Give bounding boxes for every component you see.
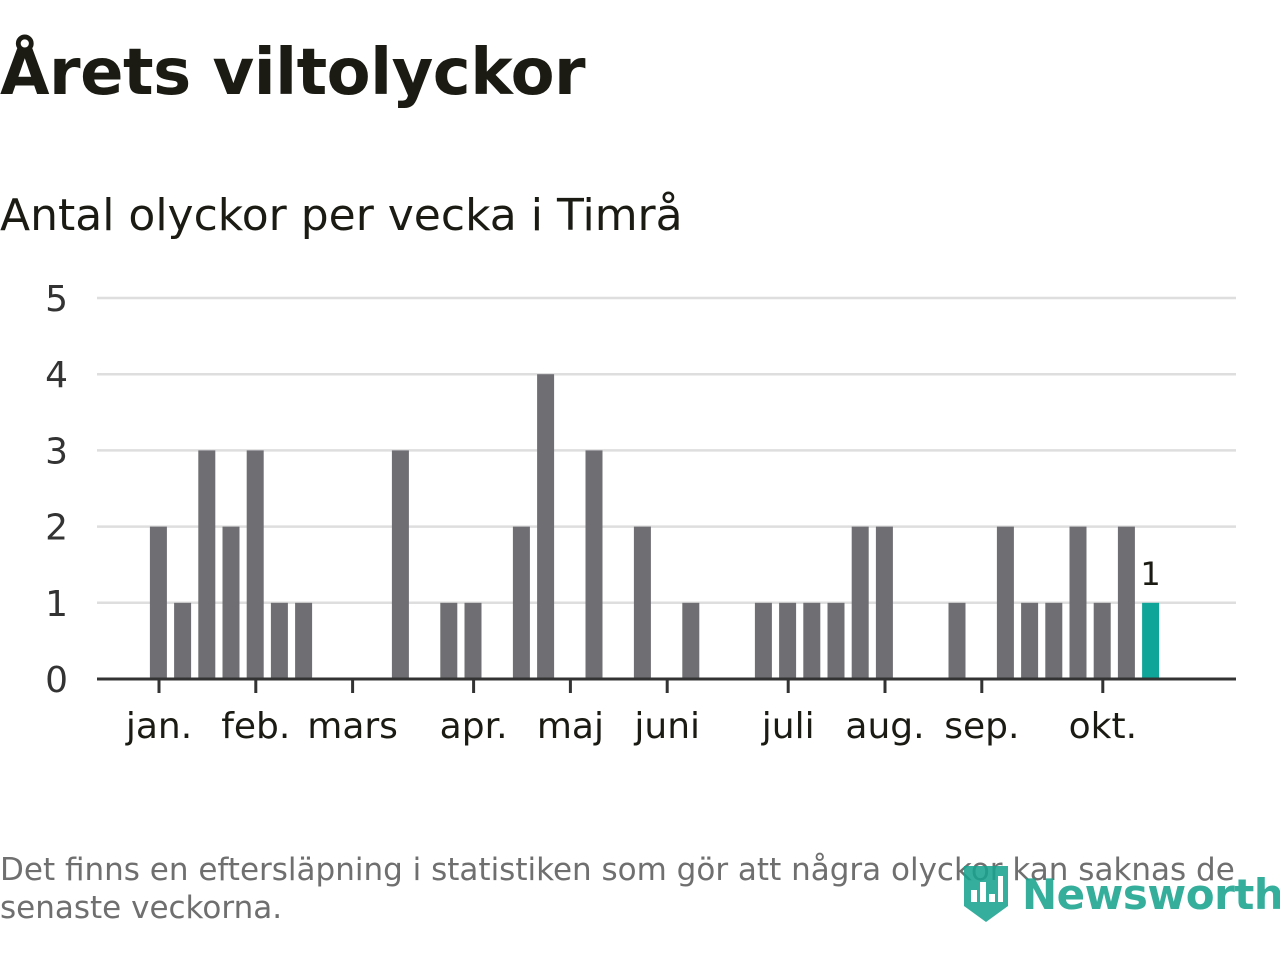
bar-week-41 bbox=[1069, 526, 1087, 679]
bar-week-5 bbox=[198, 450, 216, 679]
bar-week-9 bbox=[295, 602, 313, 679]
bar-week-13 bbox=[391, 450, 409, 679]
bar-highlight-week-44 bbox=[1142, 602, 1160, 679]
bar-week-42 bbox=[1093, 602, 1111, 679]
y-axis-ticks: 0 1 2 3 4 5 bbox=[45, 279, 68, 701]
data-label-highlight: 1 bbox=[1140, 555, 1160, 593]
bar-chart: 0 1 2 3 4 5 jan. feb. mars apr. maj juni juli aug. se… bbox=[45, 279, 1236, 747]
bars bbox=[149, 374, 1160, 679]
bar-week-3 bbox=[149, 526, 167, 679]
footnote: Det finns en eftersläpning i statistiken… bbox=[0, 852, 1235, 926]
x-tick-label-juli: juli bbox=[761, 706, 815, 747]
x-axis-ticks: jan. feb. mars apr. maj juni juli aug. sep. okt. bbox=[125, 679, 1137, 747]
bar-week-15 bbox=[440, 602, 458, 679]
bar-week-32 bbox=[851, 526, 869, 679]
bar-week-30 bbox=[803, 602, 821, 679]
newsworthy-logo-icon bbox=[964, 866, 1008, 922]
x-tick-label-juni: juni bbox=[633, 706, 700, 747]
bar-week-18 bbox=[512, 526, 530, 679]
bar-week-36 bbox=[948, 602, 966, 679]
gridlines bbox=[97, 296, 1236, 605]
bar-week-28 bbox=[754, 602, 772, 679]
x-tick-label-feb.: feb. bbox=[221, 706, 290, 747]
bar-week-38 bbox=[996, 526, 1014, 679]
newsworthy-logo: Newsworthy bbox=[960, 862, 1280, 926]
x-tick-label-sep.: sep. bbox=[944, 706, 1019, 747]
y-tick-label-1: 1 bbox=[45, 584, 68, 625]
bar-week-19 bbox=[537, 374, 555, 679]
bar-week-8 bbox=[270, 602, 288, 679]
bar-week-40 bbox=[1045, 602, 1063, 679]
x-tick-label-jan.: jan. bbox=[125, 706, 192, 747]
bar-week-43 bbox=[1117, 526, 1135, 679]
y-tick-label-2: 2 bbox=[45, 508, 68, 549]
bar-week-31 bbox=[827, 602, 845, 679]
y-tick-label-5: 5 bbox=[45, 279, 68, 320]
y-tick-label-0: 0 bbox=[45, 660, 68, 701]
bar-week-7 bbox=[246, 450, 264, 679]
x-tick-label-apr.: apr. bbox=[440, 706, 508, 747]
bar-week-16 bbox=[464, 602, 482, 679]
x-tick-label-mars: mars bbox=[307, 706, 398, 747]
bar-week-25 bbox=[682, 602, 700, 679]
bar-week-29 bbox=[779, 602, 797, 679]
x-tick-label-maj: maj bbox=[537, 706, 604, 747]
data-labels: 1 bbox=[1140, 555, 1160, 593]
chart-subtitle: Antal olyckor per vecka i Timrå bbox=[0, 190, 683, 241]
y-tick-label-4: 4 bbox=[45, 355, 68, 396]
bar-week-39 bbox=[1021, 602, 1039, 679]
bar-week-6 bbox=[222, 526, 240, 679]
bar-week-23 bbox=[633, 526, 651, 679]
y-tick-label-3: 3 bbox=[45, 431, 68, 472]
x-tick-label-aug.: aug. bbox=[845, 706, 924, 747]
bar-week-4 bbox=[174, 602, 192, 679]
bar-week-21 bbox=[585, 450, 603, 679]
bar-week-33 bbox=[875, 526, 893, 679]
logo-text: Newsworthy bbox=[1022, 869, 1280, 919]
chart-title: Årets viltolyckor bbox=[0, 36, 586, 110]
x-tick-label-okt.: okt. bbox=[1069, 706, 1137, 747]
